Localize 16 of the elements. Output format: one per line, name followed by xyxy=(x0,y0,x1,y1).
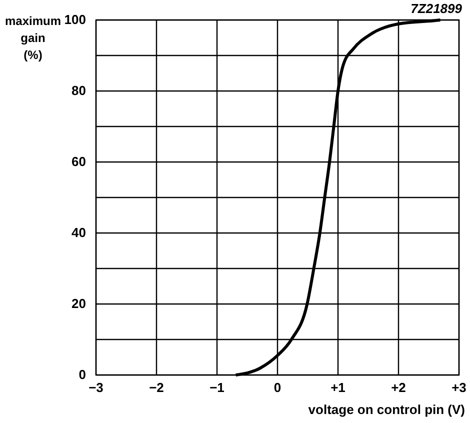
y-axis-title: maximum gain (%) xyxy=(4,14,62,62)
x-tick-label: +3 xyxy=(452,380,466,396)
x-tick-label: −1 xyxy=(210,380,224,396)
y-tick-label: 80 xyxy=(72,83,86,98)
y-tick-label: 20 xyxy=(72,296,86,312)
y-tick-label: 40 xyxy=(72,225,86,240)
x-axis-title: voltage on control pin (V) xyxy=(308,402,465,417)
y-tick-label: 100 xyxy=(64,12,86,28)
x-tick-label: 0 xyxy=(274,380,282,396)
text: 7Z21899 xyxy=(410,1,463,16)
y-tick-label: 60 xyxy=(72,154,86,170)
x-tick-label: +2 xyxy=(391,380,406,396)
x-tick-label: −2 xyxy=(149,380,164,396)
y-tick-label: 0 xyxy=(78,367,86,382)
x-tick-label: −3 xyxy=(88,380,104,396)
x-tick-label: +1 xyxy=(330,380,346,396)
